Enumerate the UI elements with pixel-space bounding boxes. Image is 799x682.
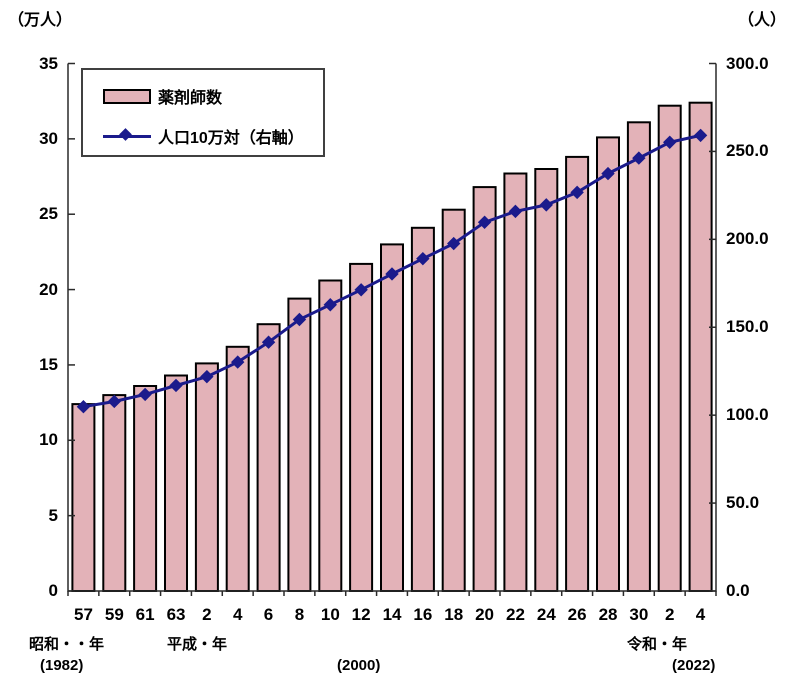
diamond-marker-59 bbox=[107, 394, 121, 409]
bar-28 bbox=[596, 136, 620, 592]
x-axis-category-label: 4 bbox=[695, 605, 706, 624]
era-annotation: (2000) bbox=[337, 657, 381, 674]
era-annotation: 平成・年 bbox=[167, 636, 228, 653]
bar-26 bbox=[565, 155, 590, 592]
diamond-marker-28 bbox=[601, 166, 615, 181]
bar-30 bbox=[626, 121, 651, 593]
x-axis-category-label: 22 bbox=[505, 605, 525, 624]
x-axis-category-label: 16 bbox=[413, 605, 433, 624]
diamond-marker-14 bbox=[385, 267, 399, 281]
diamond-marker-6 bbox=[261, 335, 276, 349]
x-axis-category-label: 26 bbox=[567, 605, 587, 624]
left-axis-tick-label: 25 bbox=[39, 204, 58, 224]
right-axis-unit-label: （人） bbox=[738, 12, 787, 29]
x-axis-category-label: 20 bbox=[475, 605, 494, 624]
bar-10 bbox=[318, 279, 343, 592]
right-axis-tick-label: 0.0 bbox=[726, 581, 750, 600]
x-axis-category-label: 4 bbox=[233, 605, 243, 624]
right-axis-tick-label: 250.0 bbox=[726, 141, 769, 161]
bar-61 bbox=[133, 385, 158, 592]
diamond-marker-2 bbox=[663, 135, 677, 149]
x-axis-category-label: 18 bbox=[444, 605, 464, 624]
x-axis-category-label: 6 bbox=[263, 605, 274, 624]
x-axis-category-label: 30 bbox=[629, 605, 649, 624]
bar-20 bbox=[472, 186, 497, 592]
left-axis-tick-label: 35 bbox=[39, 53, 58, 73]
legend-label-line: 人口10万対（右軸） bbox=[158, 130, 304, 147]
era-annotation: 昭和・・年 bbox=[29, 636, 105, 653]
x-axis-category-label: 14 bbox=[382, 605, 402, 624]
legend-label-bars: 薬剤師数 bbox=[158, 90, 223, 107]
diamond-marker-12 bbox=[354, 283, 368, 297]
diamond-marker-20 bbox=[477, 215, 492, 229]
x-axis-category-label: 61 bbox=[135, 605, 155, 624]
bar-22 bbox=[503, 172, 528, 592]
diamond-marker-61 bbox=[138, 387, 152, 402]
left-axis-tick-label: 10 bbox=[39, 430, 58, 450]
line-series-swatch bbox=[103, 128, 151, 143]
left-axis-unit-label: （万人） bbox=[8, 12, 73, 29]
bar-18 bbox=[441, 208, 466, 592]
bar-24 bbox=[534, 168, 559, 592]
legend: 薬剤師数 人口10万対（右軸） bbox=[81, 68, 325, 157]
legend-item-bars: 薬剤師数 bbox=[103, 86, 223, 107]
era-annotation: (1982) bbox=[40, 657, 84, 674]
x-axis-category-label: 24 bbox=[536, 605, 556, 624]
bar-57 bbox=[71, 403, 96, 592]
bar-4 bbox=[225, 345, 250, 592]
bar-16 bbox=[410, 226, 435, 593]
x-axis-category-label: 28 bbox=[598, 605, 618, 624]
diamond-marker-30 bbox=[632, 151, 646, 165]
diamond-marker-63 bbox=[169, 378, 183, 393]
legend-item-line: 人口10万対（右軸） bbox=[103, 126, 304, 147]
right-axis-tick-label: 300.0 bbox=[726, 53, 769, 73]
x-axis-category-label: 8 bbox=[294, 605, 305, 624]
right-axis-tick-label: 200.0 bbox=[726, 229, 769, 249]
left-axis-tick-label: 20 bbox=[39, 279, 58, 299]
diamond-marker-icon bbox=[119, 128, 132, 141]
era-annotation: (2022) bbox=[672, 657, 716, 674]
diamond-marker-18 bbox=[447, 236, 461, 251]
diamond-marker-22 bbox=[508, 204, 523, 219]
x-axis-category-label: 57 bbox=[73, 605, 93, 624]
right-axis-tick-label: 100.0 bbox=[726, 405, 769, 425]
x-axis-category-label: 10 bbox=[320, 605, 340, 624]
diamond-marker-26 bbox=[570, 185, 584, 200]
x-axis-category-label: 63 bbox=[166, 605, 186, 624]
era-annotation: 令和・年 bbox=[627, 636, 688, 653]
diamond-marker-8 bbox=[292, 312, 307, 327]
bar-4 bbox=[688, 101, 713, 592]
bar-12 bbox=[349, 262, 374, 592]
x-axis-category-label: 59 bbox=[104, 605, 124, 624]
bar-series-swatch bbox=[103, 88, 151, 104]
bar-6 bbox=[256, 323, 281, 592]
left-axis-tick-label: 0 bbox=[48, 581, 58, 600]
bar-14 bbox=[380, 243, 404, 592]
bar-2 bbox=[194, 362, 219, 592]
bar-63 bbox=[164, 374, 188, 592]
diamond-marker-4 bbox=[693, 128, 708, 143]
right-axis-tick-label: 150.0 bbox=[726, 317, 769, 337]
diamond-marker-16 bbox=[416, 251, 430, 266]
bar-2 bbox=[657, 104, 682, 592]
left-axis-tick-label: 30 bbox=[39, 128, 58, 148]
diamond-marker-2 bbox=[200, 369, 214, 384]
x-axis-category-label: 2 bbox=[665, 605, 675, 624]
bar-8 bbox=[287, 297, 312, 592]
right-axis-tick-label: 50.0 bbox=[726, 493, 760, 513]
x-axis-category-label: 12 bbox=[351, 605, 371, 624]
diamond-marker-4 bbox=[231, 355, 245, 369]
left-axis-tick-label: 5 bbox=[48, 505, 58, 525]
diamond-marker-24 bbox=[539, 198, 553, 212]
diamond-marker-10 bbox=[323, 298, 337, 312]
diamond-marker-57 bbox=[76, 400, 91, 414]
left-axis-tick-label: 15 bbox=[39, 354, 58, 374]
bar-59 bbox=[102, 394, 127, 592]
x-axis-category-label: 2 bbox=[202, 605, 212, 624]
